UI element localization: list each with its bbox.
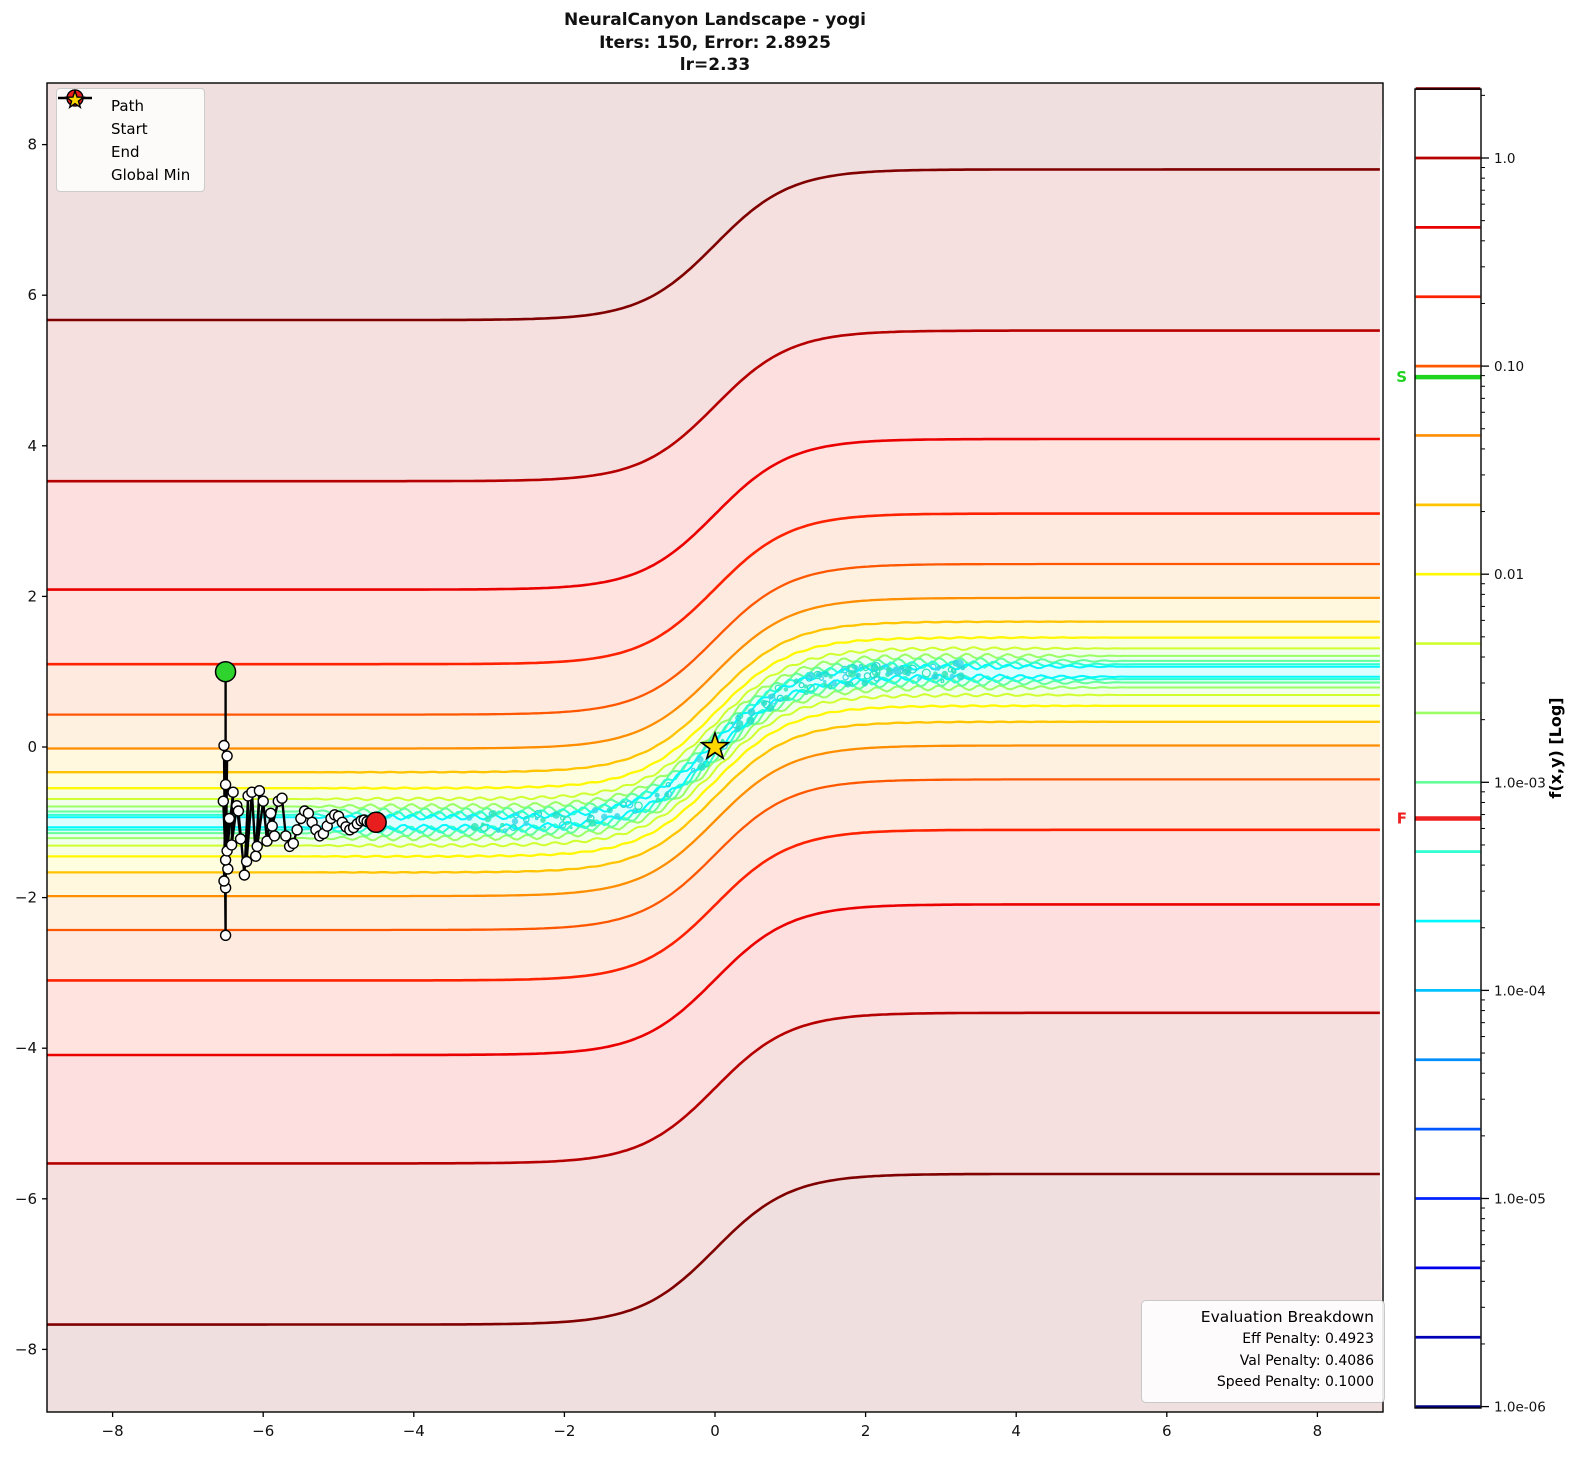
title-line-3: lr=2.33 — [679, 55, 751, 76]
legend-item-global-min: Global Min — [64, 89, 191, 186]
global-min-star — [699, 730, 731, 761]
y-tick-label: −2 — [15, 889, 37, 907]
x-tick-label: 6 — [1162, 1422, 1172, 1440]
y-tick-label: 8 — [27, 136, 37, 154]
colorbar-start-label: S — [1396, 368, 1407, 386]
colorbar-tick-label: 1.0 — [1494, 151, 1515, 167]
colorbar-tick-label: 1.0e-06 — [1494, 1400, 1546, 1416]
x-tick-label: −6 — [252, 1422, 274, 1440]
legend-item-end: End — [66, 89, 190, 163]
x-tick-label: −8 — [102, 1422, 124, 1440]
x-tick-label: −4 — [403, 1422, 425, 1440]
figure-title: NeuralCanyon Landscape - yogi Iters: 150… — [0, 9, 1430, 77]
legend-label-path: Path — [111, 96, 144, 115]
eval-line-speed-penalty: Speed Penalty: 0.1000 — [1216, 1374, 1374, 1391]
colorbar-axis-label: f(x,y) [Log] — [1545, 697, 1565, 799]
x-tick-label: 4 — [1011, 1422, 1021, 1440]
colorbar-tick-label: 1.0e-03 — [1494, 775, 1546, 791]
eval-line-eff-penalty: Eff Penalty: 0.4923 — [1242, 1331, 1374, 1347]
path-markers — [217, 666, 382, 941]
y-tick-label: 2 — [27, 587, 37, 605]
y-tick-label: −4 — [15, 1039, 37, 1057]
legend-label-end: End — [111, 142, 140, 161]
legend-label-global-min: Global Min — [111, 165, 191, 184]
colorbar-tick-label: 1.0e-04 — [1494, 983, 1546, 999]
colorbar-end-label: F — [1397, 809, 1407, 827]
colorbar-tick-label: 1.0e-05 — [1494, 1192, 1546, 1208]
evaluation-breakdown-title: Evaluation Breakdown — [1200, 1308, 1374, 1326]
x-tick-label: −2 — [553, 1422, 575, 1440]
legend-label-start: Start — [111, 119, 148, 138]
start-dot-icon — [66, 89, 102, 138]
y-tick-label: 0 — [27, 738, 37, 756]
legend-item-start: Start — [66, 89, 190, 140]
evaluation-breakdown-box: Evaluation Breakdown Eff Penalty: 0.4923… — [1141, 1300, 1385, 1404]
axis-ticks: −8 −6 −4 −2 0 2 4 6 8 8 6 4 2 0 −2 −4 −6 −8 — [15, 136, 1322, 1440]
title-line-2: Iters: 150, Error: 2.8925 — [599, 32, 831, 53]
x-tick-label: 0 — [710, 1422, 720, 1440]
y-tick-label: −6 — [15, 1190, 37, 1208]
optimizer-path-group — [214, 660, 731, 941]
colorbar-tick-label: 0.01 — [1494, 567, 1524, 583]
end-dot-icon — [66, 89, 102, 161]
colorbar: S F 1.0 0.10 0.01 1.0e-03 1.0e-04 1.0e-05 1.0e-0… — [1396, 87, 1546, 1416]
legend: Path Start End Global Min — [56, 88, 206, 192]
global-min-star-icon — [64, 89, 102, 184]
y-tick-label: −8 — [15, 1340, 37, 1358]
y-tick-label: 4 — [27, 437, 37, 455]
y-tick-label: 6 — [27, 286, 37, 304]
x-tick-label: 8 — [1313, 1422, 1323, 1440]
title-line-1: NeuralCanyon Landscape - yogi — [564, 10, 866, 30]
end-marker — [365, 811, 387, 834]
x-tick-label: 2 — [861, 1422, 871, 1440]
colorbar-tick-label: 0.10 — [1494, 359, 1524, 375]
start-marker — [214, 660, 237, 683]
eval-line-val-penalty: Val Penalty: 0.4086 — [1239, 1352, 1374, 1369]
